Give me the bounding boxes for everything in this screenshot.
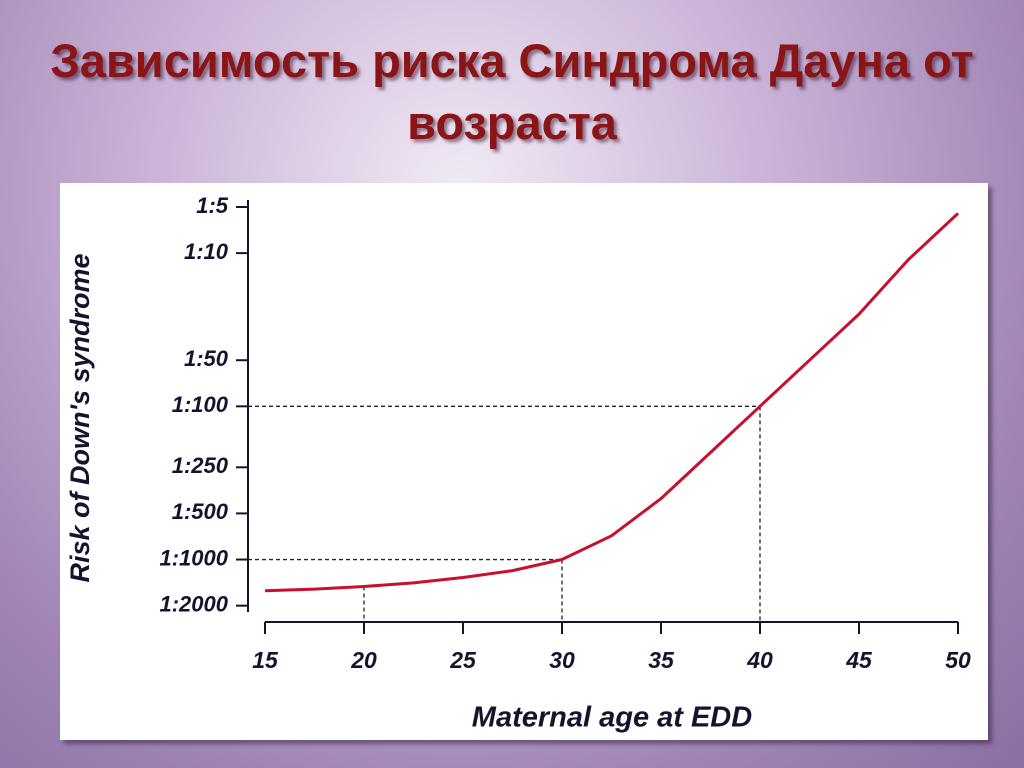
y-tick-label: 1:10 [184,239,229,264]
x-tick-label: 40 [746,647,773,673]
y-axis-label: Risk of Down's syndrome [65,254,95,583]
slide-title: Зависимость риска Синдрома Дауна от возр… [50,34,974,149]
x-tick-label: 50 [945,647,971,673]
y-tick-label: 1:5 [196,193,229,218]
x-tick-label: 45 [845,647,873,673]
x-tick-label: 20 [350,647,377,673]
x-tick-label: 15 [252,647,279,673]
x-tick-label: 35 [648,647,675,673]
x-tick-label: 30 [549,647,575,673]
x-tick-label: 25 [449,647,477,673]
y-tick-label: 1:50 [184,346,229,371]
y-tick-label: 1:100 [172,392,229,417]
x-axis-label: Maternal age at EDD [472,702,752,734]
y-tick-label: 1:1000 [159,545,228,570]
data-line [264,212,960,593]
y-tick-label: 1:500 [172,499,229,524]
y-tick-label: 1:250 [172,453,229,478]
chart-panel [60,183,988,740]
y-tick-label: 1:2000 [159,591,228,616]
